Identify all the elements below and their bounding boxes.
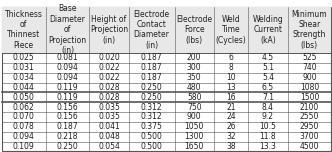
Text: 2950: 2950 [300, 122, 319, 131]
Text: 0.035: 0.035 [98, 112, 120, 121]
Text: 13: 13 [226, 83, 236, 92]
Text: 1080: 1080 [300, 83, 319, 92]
Text: Thickness
of
Thinnest
Piece: Thickness of Thinnest Piece [5, 10, 43, 50]
Text: 350: 350 [187, 73, 202, 82]
Text: 0.250: 0.250 [57, 142, 78, 151]
Text: 8: 8 [229, 63, 233, 72]
Text: Minimum
Shear
Strength
(lbs): Minimum Shear Strength (lbs) [291, 10, 327, 50]
Text: 300: 300 [187, 63, 202, 72]
Text: 0.050: 0.050 [13, 93, 35, 102]
Text: 0.156: 0.156 [57, 103, 78, 112]
Text: 1050: 1050 [185, 122, 204, 131]
Text: 10.5: 10.5 [260, 122, 276, 131]
Text: 0.250: 0.250 [141, 83, 162, 92]
Text: 10: 10 [226, 73, 236, 82]
Text: 32: 32 [226, 132, 236, 141]
Text: 0.156: 0.156 [57, 112, 78, 121]
Text: 1500: 1500 [300, 93, 319, 102]
Text: 4500: 4500 [300, 142, 319, 151]
Text: 6.5: 6.5 [262, 83, 274, 92]
Text: 26: 26 [226, 122, 236, 131]
Text: 0.500: 0.500 [141, 132, 163, 141]
Text: 21: 21 [226, 103, 236, 112]
Text: 3700: 3700 [300, 132, 319, 141]
Text: 0.022: 0.022 [98, 73, 120, 82]
Text: 480: 480 [187, 83, 202, 92]
Text: 11.8: 11.8 [260, 132, 276, 141]
Text: Height of
Projection
(in): Height of Projection (in) [90, 15, 128, 45]
Text: 525: 525 [302, 53, 317, 62]
Text: 9.2: 9.2 [262, 112, 274, 121]
Text: 1650: 1650 [185, 142, 204, 151]
Text: 0.044: 0.044 [13, 83, 35, 92]
Text: 0.035: 0.035 [98, 103, 120, 112]
Text: 0.054: 0.054 [98, 142, 120, 151]
Text: 0.078: 0.078 [13, 122, 35, 131]
Text: 750: 750 [187, 103, 202, 112]
Text: 0.187: 0.187 [141, 63, 162, 72]
Text: 0.034: 0.034 [13, 73, 35, 82]
Text: 0.119: 0.119 [57, 83, 78, 92]
Text: Base
Diameter
of
Projection
(in): Base Diameter of Projection (in) [48, 4, 87, 55]
Text: Weld
Time
(Cycles): Weld Time (Cycles) [216, 15, 246, 45]
Text: 0.250: 0.250 [141, 93, 162, 102]
Text: 900: 900 [302, 73, 317, 82]
Text: 0.218: 0.218 [57, 132, 78, 141]
Text: Electrode
Contact
Diameter
(in): Electrode Contact Diameter (in) [133, 10, 170, 50]
Text: 0.312: 0.312 [141, 112, 162, 121]
Text: 0.028: 0.028 [98, 83, 120, 92]
Text: 200: 200 [187, 53, 202, 62]
Text: 8.4: 8.4 [262, 103, 274, 112]
Text: 2100: 2100 [300, 103, 319, 112]
Text: 900: 900 [187, 112, 202, 121]
Text: 5.4: 5.4 [262, 73, 274, 82]
Text: 0.187: 0.187 [57, 122, 78, 131]
Text: 24: 24 [226, 112, 236, 121]
Text: 0.048: 0.048 [98, 132, 120, 141]
Text: 7.1: 7.1 [262, 93, 274, 102]
Text: 0.109: 0.109 [13, 142, 35, 151]
Text: 38: 38 [226, 142, 236, 151]
Text: 580: 580 [187, 93, 202, 102]
Text: 0.312: 0.312 [141, 103, 162, 112]
Text: 13.3: 13.3 [260, 142, 276, 151]
Text: Electrode
Force
(lbs): Electrode Force (lbs) [176, 15, 212, 45]
Text: 0.119: 0.119 [57, 93, 78, 102]
Text: 0.070: 0.070 [13, 112, 35, 121]
Text: 16: 16 [226, 93, 236, 102]
Text: 0.025: 0.025 [13, 53, 35, 62]
Text: 6: 6 [229, 53, 233, 62]
Text: 4.5: 4.5 [262, 53, 274, 62]
Text: 0.094: 0.094 [56, 63, 78, 72]
Bar [2, 7, 331, 53]
Text: 2550: 2550 [300, 112, 319, 121]
Text: 0.094: 0.094 [56, 73, 78, 82]
Text: 5.1: 5.1 [262, 63, 274, 72]
Text: 740: 740 [302, 63, 317, 72]
Text: 0.028: 0.028 [98, 93, 120, 102]
Text: 0.375: 0.375 [141, 122, 163, 131]
Text: 0.094: 0.094 [13, 132, 35, 141]
Text: 0.187: 0.187 [141, 73, 162, 82]
Text: 0.187: 0.187 [141, 53, 162, 62]
Text: 0.022: 0.022 [98, 63, 120, 72]
Text: 1300: 1300 [185, 132, 204, 141]
Text: 0.500: 0.500 [141, 142, 163, 151]
Text: 0.020: 0.020 [98, 53, 120, 62]
Text: 0.062: 0.062 [13, 103, 35, 112]
Text: 0.081: 0.081 [57, 53, 78, 62]
Text: Welding
Current
(kA): Welding Current (kA) [253, 15, 283, 45]
Text: 0.031: 0.031 [13, 63, 35, 72]
Text: 0.041: 0.041 [98, 122, 120, 131]
